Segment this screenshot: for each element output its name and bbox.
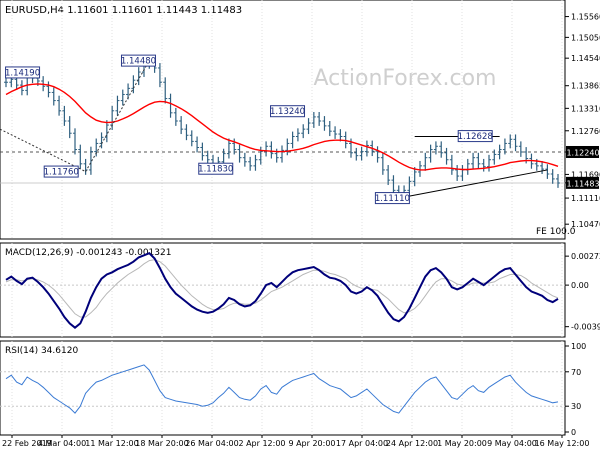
price-y-axis: 1.15560 1.15050 1.14540 1.13865 1.13310 1.127… xyxy=(565,13,600,229)
rsi-tick-label: 100 xyxy=(571,342,586,351)
rsi-lines xyxy=(5,364,559,414)
annotation-box xyxy=(5,66,41,79)
annotation-box xyxy=(270,105,306,118)
x-tick-label: 16 May 12:00 xyxy=(535,439,590,448)
rsi-y-axis: 100 70 30 0 xyxy=(565,342,586,437)
price-annotations: 1.14190 1.14480 1.11760 1.11830 1.13240 1.126… xyxy=(0,54,548,205)
annotation-label: 1.13240 xyxy=(270,107,305,117)
price-marker-label: 1.11483 xyxy=(566,179,599,188)
annotation-box xyxy=(457,130,493,143)
annotation-box xyxy=(198,162,234,175)
macd-y-axis: 0.002723 0.00 -0.003905 xyxy=(565,252,600,332)
support-trendline xyxy=(398,169,548,199)
x-tick-label: 11 Mar 12:00 xyxy=(85,439,138,448)
macd-series-macd xyxy=(5,252,559,329)
price-tick-label: 1.11110 xyxy=(571,194,600,203)
price-tick-label: 1.12760 xyxy=(571,127,600,136)
annotation-box xyxy=(374,192,410,205)
x-tick-label: 18 Mar 20:00 xyxy=(135,439,188,448)
fe-label: FE 100.0 xyxy=(536,227,576,237)
price-tick-label: 1.15560 xyxy=(571,13,600,22)
rsi-tick-label: 0 xyxy=(571,428,576,437)
x-tick-label: 26 Mar 04:00 xyxy=(185,439,238,448)
price-tick-label: 1.14540 xyxy=(571,54,600,63)
price-tick-label: 1.11690 xyxy=(571,170,600,179)
annotation-label: 1.11760 xyxy=(44,168,79,178)
macd-tick-label: 0.00 xyxy=(571,281,589,290)
x-tick-label: 9 Apr 20:00 xyxy=(288,439,335,448)
moving-average-line xyxy=(5,83,559,171)
macd-title: MACD(12,26,9) -0.001243 -0.001321 xyxy=(5,248,171,258)
price-pane-frame xyxy=(0,0,566,240)
rsi-pane-frame xyxy=(0,340,566,436)
x-tick-label: 22 Feb 2019 xyxy=(2,439,52,448)
price-title: EURUSD,H4 1.11601 1.11601 1.11443 1.1148… xyxy=(5,5,242,16)
x-tick-label: 1 May 20:00 xyxy=(437,439,487,448)
price-tick-label: 1.10470 xyxy=(571,220,600,229)
rsi-title: RSI(14) 34.6120 xyxy=(5,346,78,356)
x-tick-label: 4 Mar 04:00 xyxy=(38,439,86,448)
price-pane: ActionForex.com EURUSD,H4 1.11601 1.1160… xyxy=(0,0,600,240)
price-marker xyxy=(566,176,599,189)
rsi-grid xyxy=(0,341,565,435)
macd-pane: MACD(12,26,9) -0.001243 -0.001321 0.0027… xyxy=(0,242,600,338)
annotation-label: 1.14190 xyxy=(5,68,40,78)
price-tick-label: 1.15050 xyxy=(571,33,600,42)
watermark: ActionForex.com xyxy=(314,66,497,91)
rsi-tick-label: 70 xyxy=(571,368,581,377)
x-tick-label: 17 Apr 04:00 xyxy=(336,439,388,448)
macd-lines xyxy=(5,252,559,329)
macd-tick-label: -0.003905 xyxy=(571,323,600,332)
trendline-dashed-2 xyxy=(85,60,150,172)
rsi-pane: RSI(14) 34.6120 100 70 30 0 xyxy=(0,340,586,437)
rsi-tick-label: 30 xyxy=(571,402,581,411)
macd-tick-label: 0.002723 xyxy=(571,252,600,261)
annotation-label: 1.11110 xyxy=(375,194,410,204)
price-tick-label: 1.13865 xyxy=(571,82,600,91)
x-tick-label: 9 May 04:00 xyxy=(487,439,537,448)
annotation-label: 1.11830 xyxy=(198,165,233,175)
annotation-label: 1.14480 xyxy=(121,57,156,67)
price-moving-average xyxy=(5,83,559,171)
annotation-box xyxy=(120,54,156,67)
annotation-box xyxy=(43,165,79,178)
macd-grid xyxy=(0,243,565,337)
x-tick-label: 24 Apr 12:00 xyxy=(386,439,438,448)
price-marker-label: 1.12240 xyxy=(566,148,599,157)
price-tick-label: 1.13310 xyxy=(571,104,600,113)
rsi-series-line xyxy=(5,364,559,414)
x-tick-label: 2 Apr 12:00 xyxy=(238,439,285,448)
price-marker xyxy=(566,145,599,158)
annotation-label: 1.12628 xyxy=(458,132,493,142)
